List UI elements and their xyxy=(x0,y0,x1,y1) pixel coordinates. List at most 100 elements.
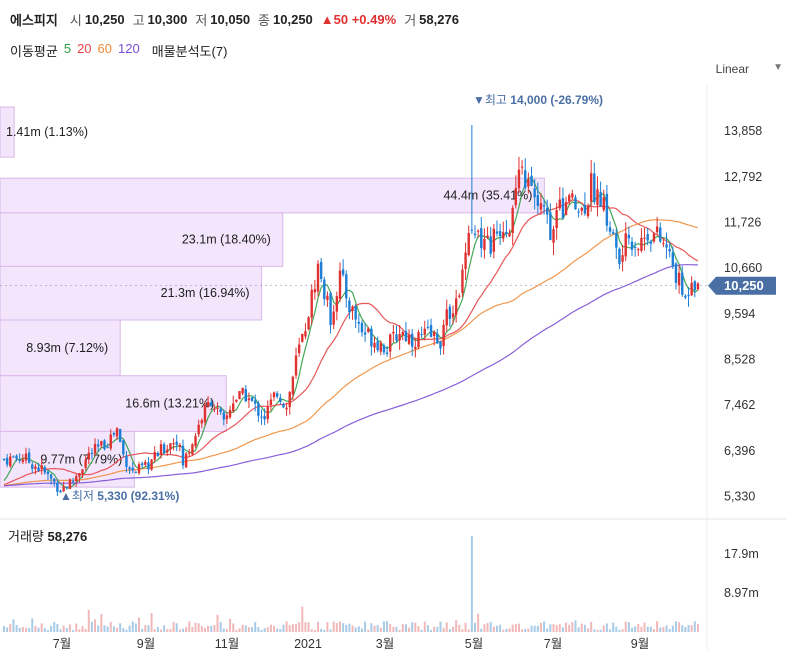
volume-bar-204 xyxy=(643,622,646,632)
volume-bar-205 xyxy=(646,626,649,632)
candle-body-17 xyxy=(56,483,59,492)
volume-bar-66 xyxy=(210,625,213,632)
volume-bar-9 xyxy=(31,618,34,632)
candle-body-67 xyxy=(213,408,216,410)
candle-body-0 xyxy=(2,459,6,461)
candle-body-64 xyxy=(203,404,207,423)
candle-body-183 xyxy=(577,211,580,213)
volume-bar-2 xyxy=(9,623,12,632)
volume-bar-59 xyxy=(188,621,191,632)
ma-60[interactable]: 60 xyxy=(97,41,113,56)
candle-body-71 xyxy=(225,415,229,420)
volume-profile-label[interactable]: 매물분석도(7) xyxy=(151,44,228,59)
volume-bar-196 xyxy=(618,629,621,632)
volume-bar-132 xyxy=(417,626,420,632)
candle-body-170 xyxy=(536,195,539,206)
volume-bar-157 xyxy=(495,625,498,632)
scale-mode-button[interactable]: Linear xyxy=(715,62,749,76)
open-label: 시 xyxy=(69,12,82,28)
volume-bar-176 xyxy=(555,625,558,632)
volume-profile-bar-4 xyxy=(0,319,121,377)
volume-y-tick-1: 8.97m xyxy=(724,586,759,600)
volume-bar-138 xyxy=(436,626,439,632)
volume-bar-18 xyxy=(59,629,62,632)
volume-bar-178 xyxy=(561,627,564,632)
volume-bar-124 xyxy=(392,626,395,632)
volume-bar-54 xyxy=(172,622,175,632)
volume-bar-181 xyxy=(571,622,574,632)
candle-body-73 xyxy=(232,403,235,412)
volume-bar-58 xyxy=(185,627,188,632)
volume-bar-207 xyxy=(652,628,655,632)
candle-body-94 xyxy=(297,344,301,354)
candle-body-100 xyxy=(316,263,320,292)
volume-bar-210 xyxy=(662,626,665,632)
stock-name: 에스피지 xyxy=(10,12,58,28)
volume-bar-117 xyxy=(370,623,373,632)
candle-body-115 xyxy=(363,332,367,335)
volume-bar-83 xyxy=(263,628,266,632)
chevron-down-icon[interactable]: ▼ xyxy=(773,62,783,73)
candle-body-165 xyxy=(520,166,524,168)
volume-layer xyxy=(3,536,699,632)
volume-bar-215 xyxy=(678,622,681,632)
candle-body-123 xyxy=(389,334,392,352)
volume-bar-118 xyxy=(373,625,376,632)
volume-bar-85 xyxy=(269,624,272,632)
volume-bar-182 xyxy=(574,620,577,632)
candle-body-175 xyxy=(552,229,555,243)
volume-bar-46 xyxy=(147,625,150,632)
candle-body-192 xyxy=(605,193,609,226)
high-value: 10,300 xyxy=(147,11,188,27)
candle-body-5 xyxy=(18,459,21,461)
volume-profile-layer: 1.41m (1.13%) 44.4m (35.41%) 23.1m (18.40%… xyxy=(0,106,545,488)
candle-body-90 xyxy=(285,407,288,410)
volume-bar-89 xyxy=(282,624,285,632)
volume-bar-164 xyxy=(517,623,520,632)
volume-bar-96 xyxy=(304,622,307,632)
ma-120[interactable]: 120 xyxy=(118,41,140,56)
candle-body-89 xyxy=(282,403,285,408)
candle-body-34 xyxy=(109,434,112,449)
candle-body-203 xyxy=(640,237,643,251)
candle-body-21 xyxy=(68,479,72,489)
grid-layer xyxy=(0,85,787,650)
volume-bar-214 xyxy=(674,621,677,632)
candle-body-61 xyxy=(194,436,197,446)
candle-body-85 xyxy=(269,399,273,406)
volume-profile-label-5: 16.6m (13.21%) xyxy=(125,397,214,411)
volume-bar-198 xyxy=(624,621,627,632)
volume-bar-161 xyxy=(508,628,511,632)
volume-bar-27 xyxy=(87,609,90,632)
candle-body-117 xyxy=(370,328,373,347)
candle-body-2 xyxy=(9,456,12,467)
volume-bar-8 xyxy=(28,627,31,632)
ma-20[interactable]: 20 xyxy=(77,41,92,56)
volume-bar-218 xyxy=(687,625,690,632)
change-value: ▲50 +0.49% xyxy=(320,11,397,27)
candle-body-136 xyxy=(429,324,433,337)
volume-bar-202 xyxy=(637,624,640,632)
moving-average-label[interactable]: 이동평균 xyxy=(10,44,58,59)
candle-body-41 xyxy=(131,467,134,471)
candle-body-6 xyxy=(21,459,25,462)
volume-bar-91 xyxy=(288,625,291,632)
volume-bar-165 xyxy=(521,629,524,632)
volume-bar-48 xyxy=(153,629,156,632)
ma-5[interactable]: 5 xyxy=(63,41,72,56)
candle-body-188 xyxy=(593,173,596,202)
candle-body-49 xyxy=(156,452,160,457)
volume-bar-3 xyxy=(12,619,15,632)
candle-body-107 xyxy=(338,270,342,299)
volume-bar-106 xyxy=(335,623,338,632)
volume-bar-69 xyxy=(219,621,222,632)
volume-bar-136 xyxy=(430,629,433,632)
candle-body-50 xyxy=(159,444,163,455)
candle-body-19 xyxy=(62,486,65,492)
volume-bar-208 xyxy=(656,621,659,632)
candle-body-72 xyxy=(228,409,232,418)
volume-bar-152 xyxy=(480,628,483,632)
volume-bar-55 xyxy=(175,623,178,632)
candle-body-111 xyxy=(351,306,354,312)
